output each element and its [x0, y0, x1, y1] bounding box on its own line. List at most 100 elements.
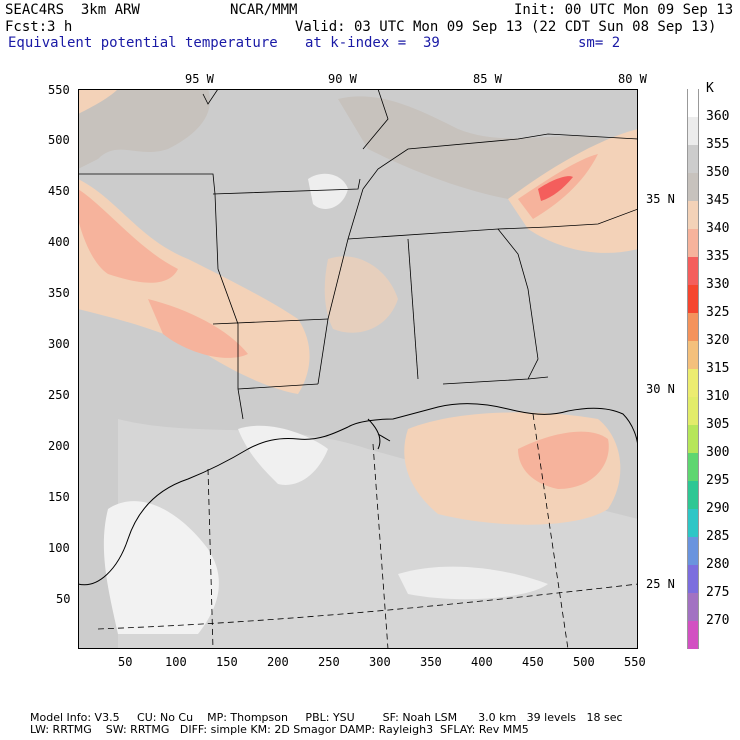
- y-tick-200: 200: [48, 439, 70, 453]
- y-tick-500: 500: [48, 133, 70, 147]
- x-tick-200: 200: [267, 655, 289, 669]
- colorbar-swatch: [687, 425, 699, 453]
- model-info-line1: Model Info: V3.5 CU: No Cu MP: Thompson …: [30, 711, 623, 724]
- colorbar-label: 340: [706, 221, 730, 236]
- colorbar-label: 285: [706, 529, 730, 544]
- forecast-hour: 3 h: [47, 19, 73, 35]
- colorbar-label: 310: [706, 389, 730, 404]
- mississippi-delta: [367, 418, 391, 450]
- colorbar-swatch: [687, 117, 699, 145]
- x-tick-250: 250: [318, 655, 340, 669]
- colorbar-swatch: [687, 369, 699, 397]
- y-tick-550: 550: [48, 83, 70, 97]
- colorbar-swatch: [687, 453, 699, 481]
- x-tick-100: 100: [165, 655, 187, 669]
- x-tick-150: 150: [216, 655, 238, 669]
- colorbar-swatch: [687, 89, 699, 117]
- colorbar-swatch: [687, 201, 699, 229]
- tennessee-red-spot: [538, 176, 573, 201]
- init-time: Init: 00 UTC Mon 09 Sep 13: [514, 2, 734, 18]
- colorbar-label: 330: [706, 277, 730, 292]
- colorbar-label: 335: [706, 249, 730, 264]
- y-tick-400: 400: [48, 235, 70, 249]
- forecast-label: Fcst:: [5, 19, 48, 35]
- map-frame: [78, 89, 638, 649]
- colorbar-label: 270: [706, 613, 730, 628]
- y-tick-100: 100: [48, 541, 70, 555]
- west-texas-salmon-region: [78, 189, 178, 283]
- lon-label-85w: 85 W: [473, 72, 502, 86]
- colorbar-label: 305: [706, 417, 730, 432]
- colorbar-label: 275: [706, 585, 730, 600]
- lat-lon-grid: [97, 413, 638, 649]
- lat-label-30n: 30 N: [646, 382, 675, 396]
- y-tick-350: 350: [48, 286, 70, 300]
- colorbar-swatch: [687, 285, 699, 313]
- colorbar-label: 315: [706, 361, 730, 376]
- colorbar-swatch: [687, 229, 699, 257]
- x-tick-400: 400: [471, 655, 493, 669]
- colorbar: [687, 89, 699, 649]
- lon-label-80w: 80 W: [618, 72, 647, 86]
- colorbar-swatch: [687, 341, 699, 369]
- lon-label-95w: 95 W: [185, 72, 214, 86]
- colorbar-label: 300: [706, 445, 730, 460]
- texas-peach-region: [78, 179, 310, 394]
- colorbar-swatch: [687, 537, 699, 565]
- lat-label-35n: 35 N: [646, 192, 675, 206]
- y-tick-300: 300: [48, 337, 70, 351]
- gulf-salmon-region: [518, 431, 609, 489]
- colorbar-swatch: [687, 481, 699, 509]
- colorbar-label: 355: [706, 137, 730, 152]
- colorbar-label: 280: [706, 557, 730, 572]
- colorbar-swatch: [687, 509, 699, 537]
- colorbar-label: 360: [706, 109, 730, 124]
- colorbar-swatch: [687, 593, 699, 621]
- colorbar-label: 290: [706, 501, 730, 516]
- colorbar-swatch: [687, 173, 699, 201]
- valid-time: Valid: 03 UTC Mon 09 Sep 13 (22 CDT Sun …: [295, 19, 717, 35]
- org-label: NCAR/MMM: [230, 2, 298, 18]
- appalachian-peach-region: [508, 129, 638, 253]
- colorbar-swatch: [687, 145, 699, 173]
- colorbar-label: 325: [706, 305, 730, 320]
- colorbar-label: 295: [706, 473, 730, 488]
- colorbar-unit: K: [706, 81, 714, 96]
- x-tick-550: 550: [624, 655, 646, 669]
- x-tick-350: 350: [420, 655, 442, 669]
- model-title: SEAC4RS 3km ARW: [5, 2, 140, 18]
- x-tick-450: 450: [522, 655, 544, 669]
- state-borders: [78, 89, 638, 420]
- smoothing-value: sm= 2: [578, 35, 621, 51]
- colorbar-label: 345: [706, 193, 730, 208]
- texas-coast-light-region: [103, 501, 219, 634]
- coastal-light-region: [238, 425, 328, 485]
- colorbar-swatch: [687, 313, 699, 341]
- level-index: at k-index = 39: [305, 35, 440, 51]
- theta-e-map: [78, 89, 638, 649]
- lon-label-90w: 90 W: [328, 72, 357, 86]
- x-tick-50: 50: [118, 655, 133, 669]
- gulf-coastline: [78, 403, 638, 586]
- colorbar-swatch: [687, 397, 699, 425]
- y-tick-250: 250: [48, 388, 70, 402]
- y-tick-450: 450: [48, 184, 70, 198]
- field-name: Equivalent potential temperature: [8, 35, 278, 51]
- y-tick-50: 50: [56, 592, 71, 606]
- central-texas-salmon-region: [148, 299, 248, 358]
- ozarks-light-region: [308, 173, 348, 209]
- colorbar-swatch: [687, 565, 699, 593]
- y-tick-150: 150: [48, 490, 70, 504]
- model-info-line2: LW: RRTMG SW: RRTMG DIFF: simple KM: 2D …: [30, 723, 529, 736]
- colorbar-label: 350: [706, 165, 730, 180]
- mississippi-peach-region: [324, 256, 398, 333]
- colorbar-swatch: [687, 621, 699, 649]
- gulf-light-streak: [398, 566, 548, 600]
- northwest-tan-region: [78, 89, 210, 169]
- x-tick-500: 500: [573, 655, 595, 669]
- colorbar-label: 320: [706, 333, 730, 348]
- northwest-corner-peach: [78, 89, 118, 114]
- colorbar-swatch: [687, 257, 699, 285]
- lat-label-25n: 25 N: [646, 577, 675, 591]
- x-tick-300: 300: [369, 655, 391, 669]
